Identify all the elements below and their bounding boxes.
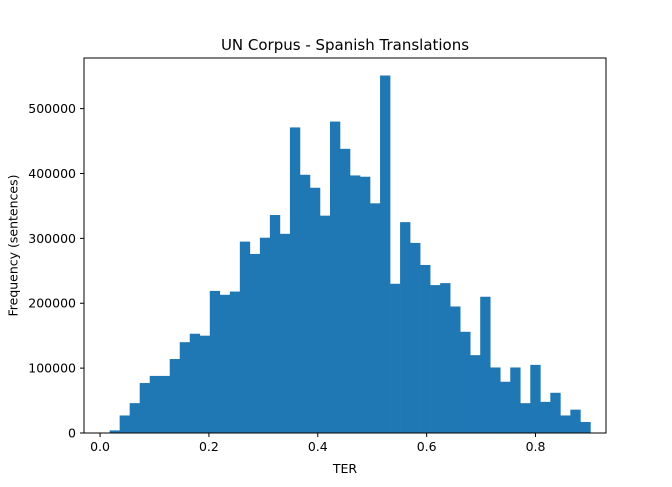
x-tick-label: 0.0 xyxy=(90,439,110,454)
histogram-bar xyxy=(430,285,441,433)
x-tick-label: 0.2 xyxy=(199,439,219,454)
chart-title: UN Corpus - Spanish Translations xyxy=(221,36,469,54)
histogram-bar xyxy=(259,237,271,433)
histogram-bar xyxy=(109,430,120,433)
histogram-bar xyxy=(460,331,471,433)
histogram-bar xyxy=(199,335,211,433)
y-tick-label: 200000 xyxy=(28,296,76,311)
histogram-bar xyxy=(450,306,461,433)
histogram-bar xyxy=(520,403,531,433)
plot-frame xyxy=(83,57,607,434)
x-tick-label: 0.6 xyxy=(417,439,437,454)
histogram-bar xyxy=(279,233,291,433)
y-tick-label: 0 xyxy=(68,426,76,441)
y-tick-label: 400000 xyxy=(28,166,76,181)
histogram-bar xyxy=(129,403,140,433)
y-axis-label: Frequency (sentences) xyxy=(5,174,20,316)
histogram-bar xyxy=(149,375,161,433)
y-tick-label: 500000 xyxy=(28,101,76,116)
histogram-bar xyxy=(309,187,321,433)
histogram-bar xyxy=(159,375,171,433)
histogram-bar xyxy=(239,241,251,433)
histogram-bar xyxy=(370,203,381,433)
y-axis: 0 100000 200000 300000 400000 500000 xyxy=(28,101,84,441)
y-tick-label: 300000 xyxy=(28,231,76,246)
histogram-bar xyxy=(289,127,301,434)
histogram-bar xyxy=(500,381,511,433)
bars-layer xyxy=(109,75,591,434)
histogram-bar xyxy=(480,296,491,433)
histogram-bar xyxy=(339,148,351,433)
histogram-bar xyxy=(319,215,331,433)
x-axis-label: TER xyxy=(332,461,358,476)
histogram-bar xyxy=(400,222,411,433)
histogram-bar xyxy=(189,333,201,433)
histogram-bar xyxy=(119,415,130,433)
x-tick-label: 0.4 xyxy=(308,439,328,454)
histogram-bar xyxy=(299,174,311,433)
histogram-bar xyxy=(219,294,231,433)
x-tick-label: 0.8 xyxy=(526,439,546,454)
histogram-bar xyxy=(360,176,371,434)
x-axis: 0.0 0.2 0.4 0.6 0.8 xyxy=(90,433,545,454)
histogram-bar xyxy=(580,421,591,433)
histogram-bar xyxy=(329,121,341,433)
histogram-bar xyxy=(410,242,421,433)
histogram-bar xyxy=(350,175,361,433)
histogram-bar xyxy=(470,355,481,433)
histogram-bar xyxy=(490,367,501,433)
histogram-bar xyxy=(440,283,451,433)
histogram-bar xyxy=(390,283,401,433)
histogram-bar xyxy=(229,291,241,433)
histogram-bar xyxy=(269,215,281,433)
histogram-bar xyxy=(420,264,431,433)
histogram-bar xyxy=(209,290,221,433)
histogram-bar xyxy=(169,359,181,433)
histogram-bar xyxy=(550,392,561,433)
y-tick-label: 100000 xyxy=(28,361,76,376)
histogram-bar xyxy=(540,401,551,433)
histogram-bar xyxy=(510,367,521,433)
histogram-bar xyxy=(139,383,150,433)
histogram-bar xyxy=(570,409,581,433)
histogram-bar xyxy=(179,342,191,433)
histogram-bar xyxy=(380,75,391,434)
histogram-bar xyxy=(249,253,261,433)
histogram-bar xyxy=(560,415,571,433)
histogram-bar xyxy=(530,364,541,433)
